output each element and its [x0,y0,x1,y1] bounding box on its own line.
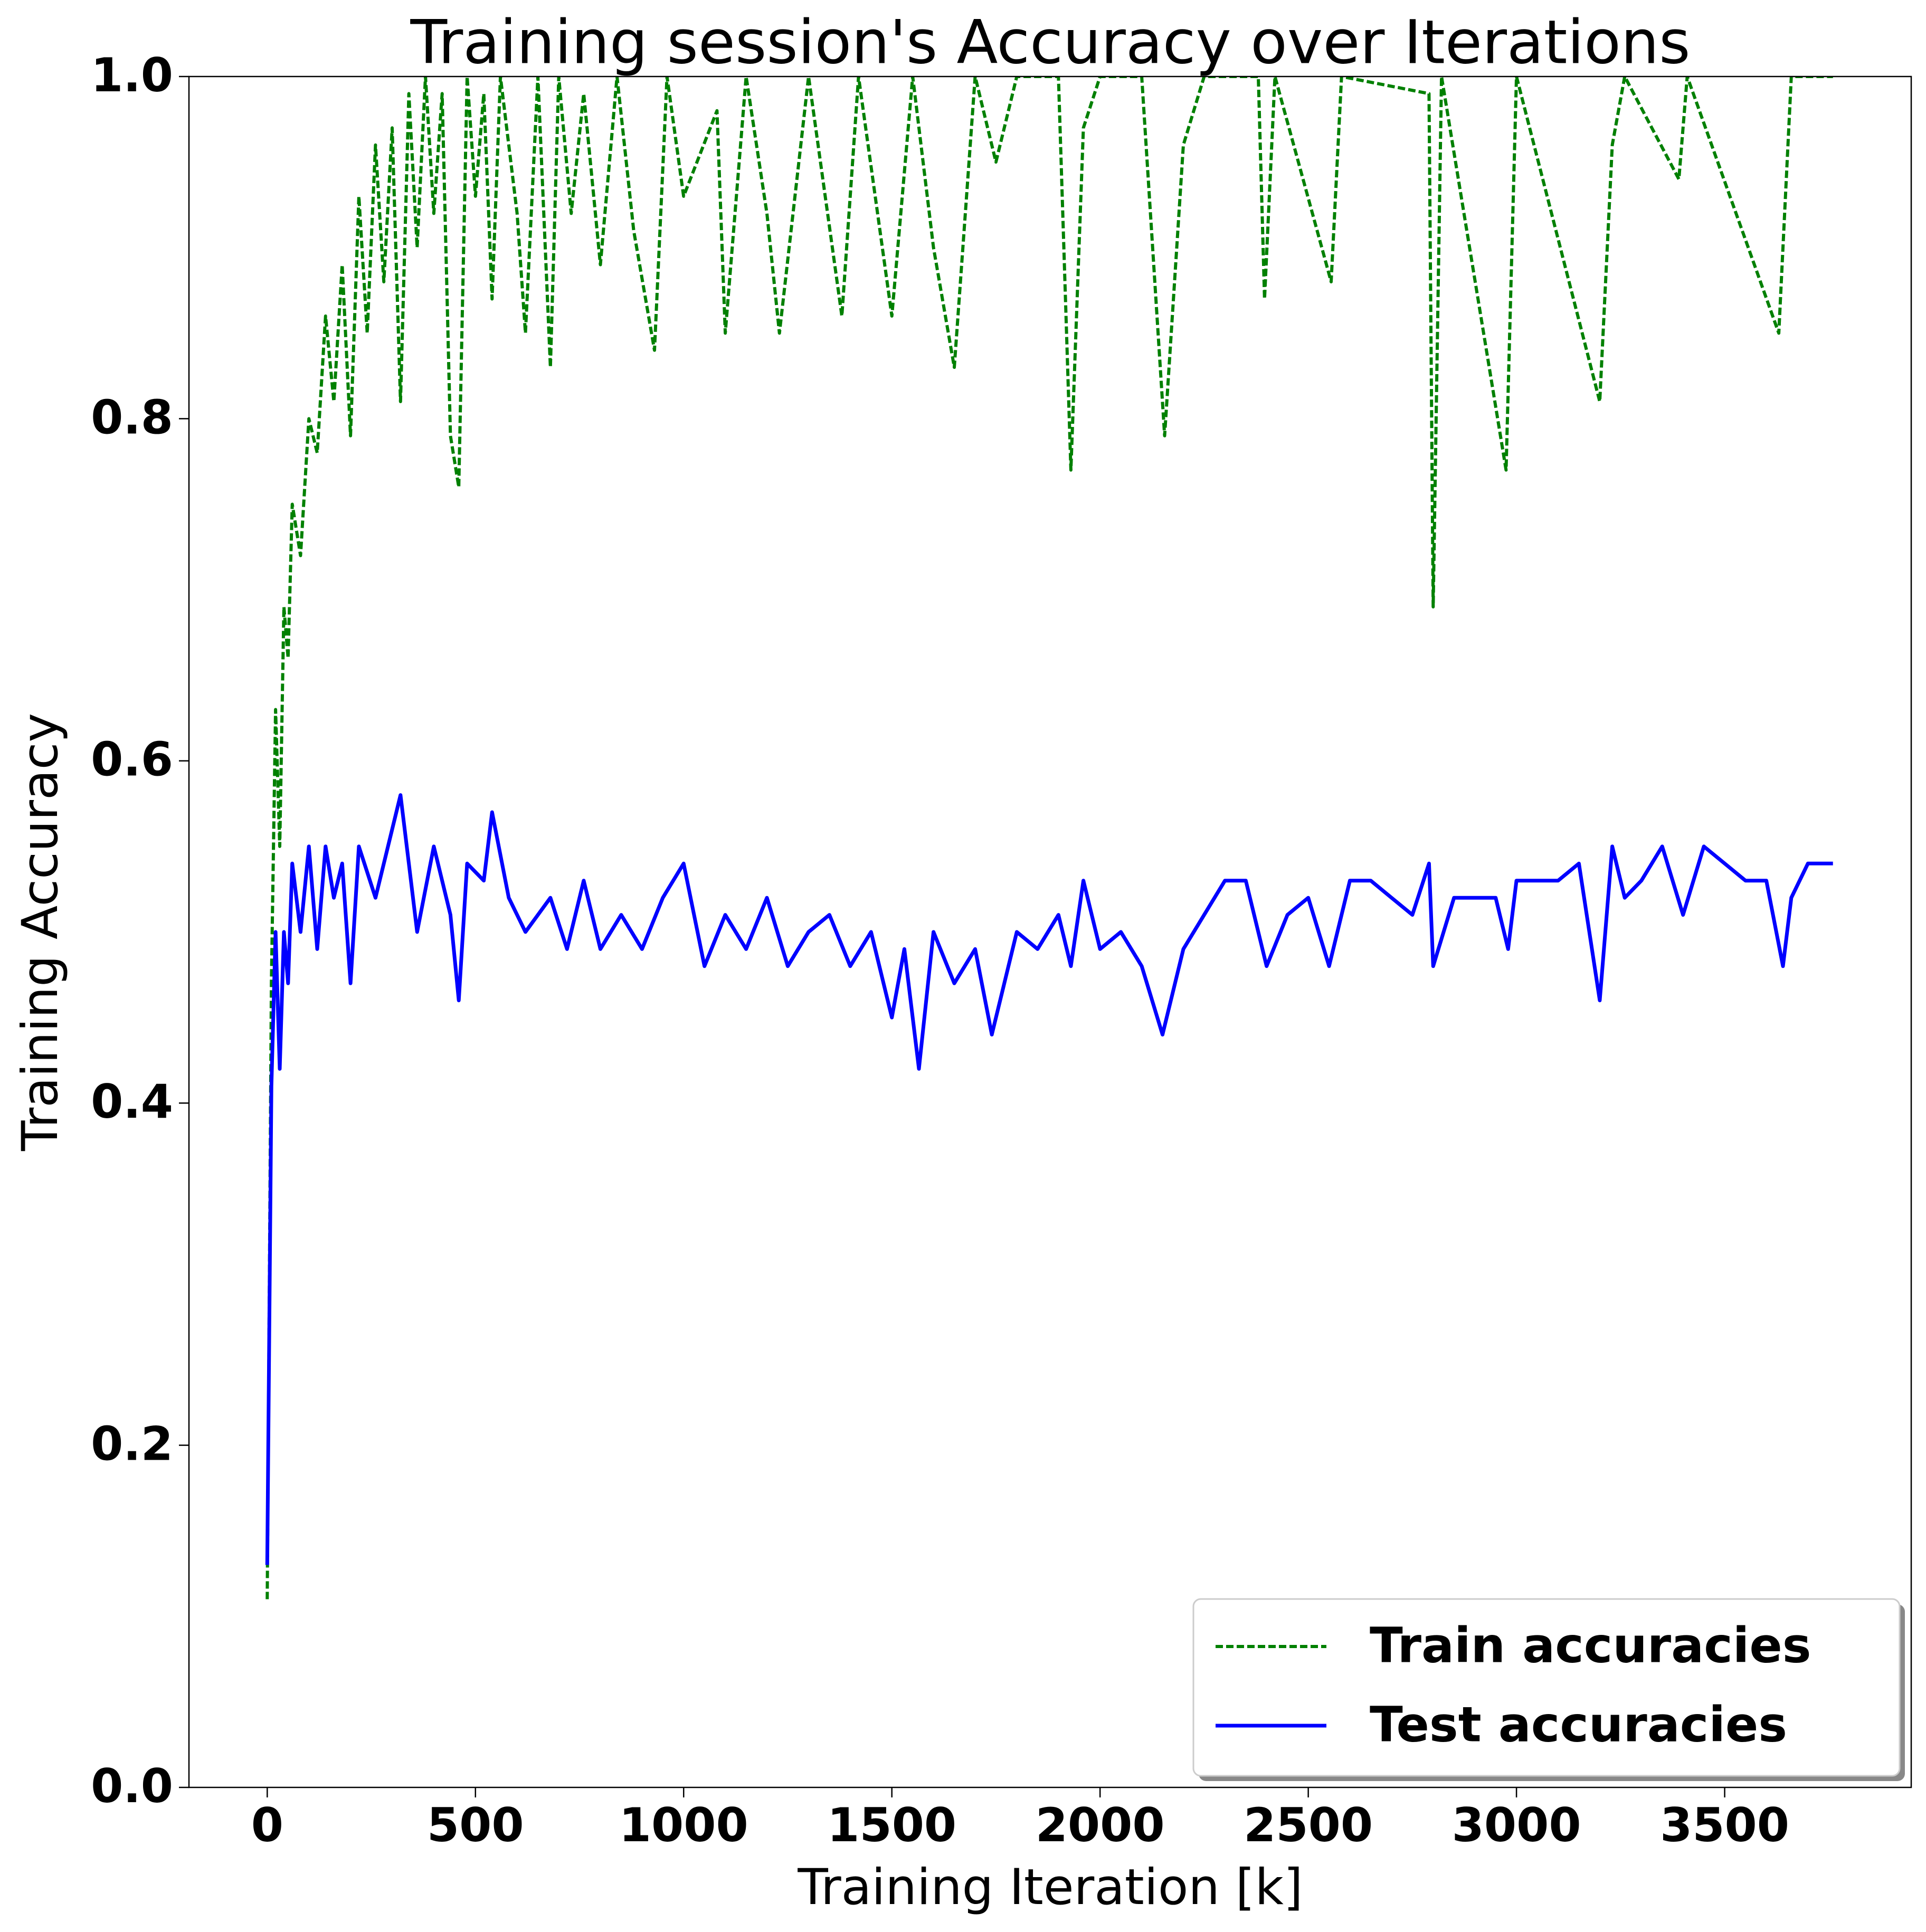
y-tick-label: 0.4 [91,1074,173,1129]
line-series [265,793,1833,1565]
x-tick-label: 1000 [619,1798,748,1852]
x-tick-label: 1500 [827,1798,956,1852]
y-tick-label: 0.0 [91,1759,173,1813]
y-tick-label: 1.0 [91,48,173,102]
legend: Train accuracies Test accuracies [1192,1598,1905,1781]
legend-box [1192,1598,1901,1777]
legend-label: Test accuracies [1370,1696,1787,1753]
x-tick-label: 500 [427,1798,524,1852]
y-tick-label: 0.8 [91,390,173,444]
chart-title: Training session's Accuracy over Iterati… [410,7,1690,77]
x-tick-label: 3000 [1452,1798,1581,1852]
x-axis-label: Training Iteration [k] [797,1859,1303,1916]
y-tick-label: 0.6 [91,732,173,787]
x-tick-label: 2500 [1244,1798,1373,1852]
x-tick-label: 2000 [1036,1798,1165,1852]
y-axis-label: Training Accuracy [12,713,69,1151]
axes-frame [188,75,1912,1788]
legend-label: Train accuracies [1370,1617,1811,1673]
plot-area [265,77,1833,1600]
x-tick-label: 0 [251,1798,283,1852]
x-tick-label: 3500 [1660,1798,1789,1852]
line-series [265,77,1833,1600]
y-tick-label: 0.2 [91,1417,173,1471]
